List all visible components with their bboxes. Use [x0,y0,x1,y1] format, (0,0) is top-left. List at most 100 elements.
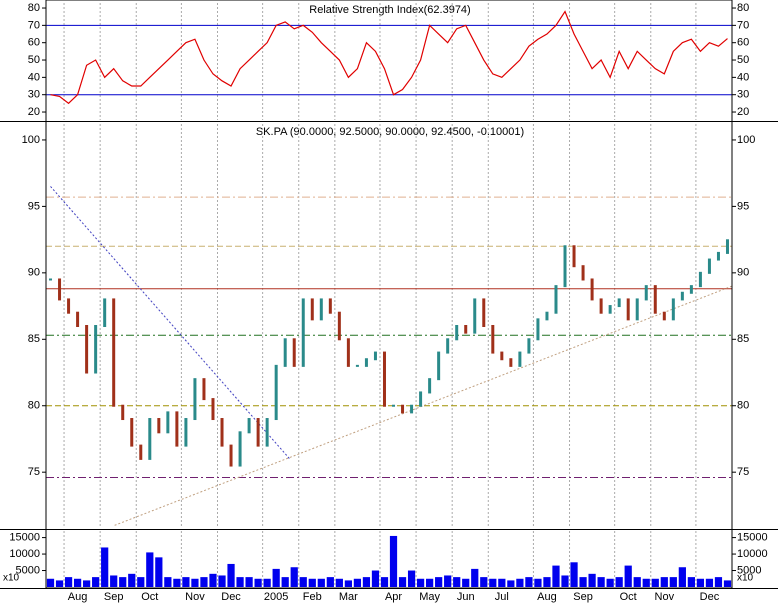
volume-unit: x10 [3,573,20,584]
price-bar [662,311,666,321]
y-tick-label: 5000 [16,564,40,576]
volume-bar [110,575,118,587]
volume-bar [173,578,181,587]
price-bar [599,298,603,314]
volume-bar [498,578,506,587]
volume-unit: x10 [737,573,754,584]
price-bar [455,325,459,341]
price-bar [364,358,368,367]
price-bar [103,298,107,327]
price-bar [319,298,323,321]
price-bar [608,305,612,314]
y-tick-label: 70 [737,19,749,31]
y-tick-label: 80 [28,400,40,412]
volume-bar [128,573,136,587]
x-tick-label: Dec [221,591,241,603]
y-tick-label: 15000 [737,531,768,543]
price-bar [554,285,558,314]
price-bar [238,431,242,467]
y-tick-label: 5000 [737,564,761,576]
price-bar [680,291,684,301]
x-tick-label: Aug [68,591,88,603]
x-tick-label: Dec [700,591,720,603]
volume-bar [615,577,623,587]
x-tick-label: Oct [620,591,637,603]
y-tick-label: 10000 [737,548,768,560]
price-bar [121,404,125,421]
price-bar [247,418,251,434]
price-bar [536,318,540,341]
y-tick-label: 85 [28,333,40,345]
price-bar [220,418,224,447]
volume-bar [146,552,154,587]
volume-bar [516,578,524,587]
volume-bar [579,577,587,587]
volume-bar [101,547,109,587]
volume-bar [723,580,732,587]
price-bar [446,338,450,354]
volume-bar [426,578,434,587]
price-bar [229,444,233,467]
price-bar [202,378,206,401]
price-bar [428,378,432,394]
y-tick-label: 10000 [9,548,40,560]
x-tick-label: Jun [457,591,475,603]
volume-bar [525,577,533,587]
price-bar [401,404,405,414]
price-bar [482,298,486,327]
volume-bar [64,577,73,587]
y-tick-label: 70 [28,19,40,31]
y-tick-label: 20 [737,106,749,118]
volume-bar [552,565,560,587]
price-bar [49,278,53,281]
price-bar [563,245,567,288]
volume-bar [272,568,280,587]
y-tick-label: 90 [28,267,40,279]
price-bar [671,298,675,321]
price-bar [617,298,621,308]
x-tick-label: Mar [339,591,358,603]
volume-bar [642,578,650,587]
volume-bar [597,577,605,587]
price-title: SK.PA (90.0000, 92.5000, 90.0000, 92.450… [256,126,524,138]
volume-bar [624,565,632,587]
volume-bar [444,575,452,587]
volume-bar [480,577,488,587]
volume-bar [254,578,262,587]
volume-bar [660,577,668,587]
volume-bar [236,577,244,587]
volume-bar [317,578,325,587]
volume-bar [299,577,307,587]
volume-bar [371,570,380,587]
price-bar [392,404,396,407]
volume-bar [209,573,217,587]
volume-bar [335,578,343,587]
price-bar [500,351,504,361]
y-tick-label: 20 [28,106,40,118]
y-tick-label: 80 [737,400,749,412]
price-bar [328,298,332,314]
price-bar [581,265,585,281]
price-bar [76,311,80,327]
x-tick-label: Sep [104,591,124,603]
volume-bar [453,577,461,587]
volume-bar [164,577,172,587]
price-bar [518,351,522,367]
price-bar [527,338,531,354]
volume-bar [534,578,542,587]
volume-bar [687,577,695,587]
volume-bar [398,577,407,587]
price-bar [274,364,278,421]
y-tick-label: 85 [737,333,749,345]
price-bar [545,311,549,321]
price-bar [572,245,576,268]
price-bar [410,404,414,414]
price-bar [626,298,630,321]
volume-bar [380,577,389,587]
price-bar [707,258,711,274]
price-bar [85,325,89,374]
price-bar [644,285,648,301]
volume-bar [416,578,425,587]
